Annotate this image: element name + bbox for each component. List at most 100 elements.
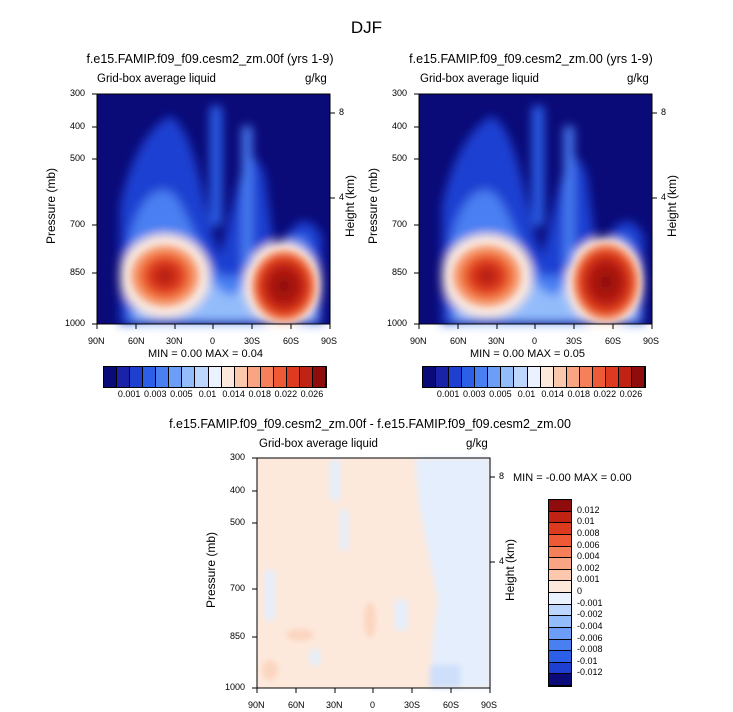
- colorbar-swatch: [527, 367, 541, 387]
- panel1-units: g/kg: [305, 73, 327, 85]
- panel1-ytick: 850: [70, 267, 86, 277]
- panel3-ytick: 400: [230, 485, 246, 495]
- colorbar-swatch: [592, 367, 606, 387]
- colorbar-swatch: [514, 367, 528, 387]
- colorbar-label: 0.005: [489, 389, 512, 399]
- panel3-xtick: 30S: [404, 700, 421, 710]
- colorbar-swatch: [234, 367, 248, 387]
- panel2-ytick: 850: [392, 267, 408, 277]
- panel3-y2label: Height (km): [503, 539, 517, 602]
- colorbar-swatch: [549, 523, 571, 535]
- panel1-plot: [92, 93, 335, 329]
- panel1-ytick: 700: [70, 219, 86, 229]
- panel1-title: f.e15.FAMIP.f09_f09.cesm2_zm.00f (yrs 1-…: [86, 52, 334, 66]
- panel2-xtick: 90S: [643, 336, 660, 346]
- colorbar-swatch: [117, 367, 131, 387]
- colorbar-label: 0.001: [577, 574, 600, 585]
- colorbar-swatch: [549, 534, 571, 547]
- panel3-xtick: 0: [370, 700, 376, 710]
- colorbar-swatch: [208, 367, 222, 387]
- panel3-xtick: 60S: [443, 700, 460, 710]
- panel3-title: f.e15.FAMIP.f09_f09.cesm2_zm.00f - f.e15…: [169, 417, 571, 431]
- panel2-ytick: 400: [392, 121, 408, 131]
- panel2-ytick: 500: [392, 153, 408, 163]
- panel2-ytick: 1000: [387, 318, 408, 328]
- colorbar-swatch: [475, 367, 489, 387]
- panel3-colorbar-labels: 0.012 0.01 0.008 0.006 0.004 0.002 0.001 0 -0.00…: [577, 499, 637, 685]
- colorbar-label: 0.026: [300, 389, 324, 399]
- colorbar-swatch: [549, 662, 571, 675]
- colorbar-swatch: [423, 367, 437, 387]
- panel3-y2tick: 8: [499, 471, 505, 481]
- colorbar-label: 0.01: [198, 389, 217, 399]
- colorbar-swatch: [488, 367, 502, 387]
- colorbar-swatch: [549, 558, 571, 570]
- colorbar-label: -0.012: [577, 667, 603, 678]
- colorbar-swatch: [549, 616, 571, 628]
- panel2-colorbar: [422, 366, 646, 388]
- panel1-xtick: 60S: [283, 336, 300, 346]
- panel3-ytick: 700: [230, 583, 246, 593]
- colorbar-swatch: [182, 367, 196, 387]
- colorbar-swatch: [549, 546, 571, 559]
- panel3-xtick: 90S: [481, 700, 498, 710]
- panel2-y2label: Height (km): [665, 175, 679, 238]
- colorbar-swatch: [313, 367, 327, 387]
- panel2-units: g/kg: [627, 73, 649, 85]
- colorbar-swatch: [221, 367, 235, 387]
- colorbar-label: -0.006: [577, 632, 603, 643]
- colorbar-swatch: [143, 367, 157, 387]
- colorbar-label: -0.004: [577, 620, 603, 631]
- panel1-xtick: 60N: [128, 336, 145, 346]
- colorbar-label: 0.022: [593, 389, 617, 399]
- colorbar-label: -0.01: [577, 655, 598, 666]
- panel1-ytick: 1000: [65, 318, 86, 328]
- panel2-y2tick: 8: [661, 107, 667, 117]
- colorbar-swatch: [260, 367, 274, 387]
- panel2-colorbar-labels: 0.001 0.003 0.005 0.01 0.014 0.018 0.022 0.026: [422, 389, 652, 401]
- panel2-ytick: 700: [392, 219, 408, 229]
- panel3-minmax: MIN = -0.00 MAX = 0.00: [513, 472, 632, 484]
- panel2-plot: [414, 93, 657, 329]
- panel2-xtick: 60N: [450, 336, 467, 346]
- colorbar-swatch: [540, 367, 554, 387]
- colorbar-swatch: [462, 367, 476, 387]
- colorbar-swatch: [501, 367, 515, 387]
- colorbar-label: 0.014: [222, 389, 245, 399]
- panel1-subtitle: Grid-box average liquid: [97, 73, 216, 85]
- colorbar-swatch: [549, 500, 571, 512]
- colorbar-swatch: [104, 367, 118, 387]
- colorbar-swatch: [436, 367, 450, 387]
- colorbar-swatch: [549, 604, 571, 617]
- panel2-xtick: 30N: [488, 336, 505, 346]
- panel1-xtick: 30S: [244, 336, 261, 346]
- colorbar-swatch: [299, 367, 313, 387]
- panel2-xtick: 0: [532, 336, 538, 346]
- panel1-ylabel: Pressure (mb): [44, 168, 58, 245]
- colorbar-swatch: [549, 674, 571, 686]
- panel2-title: f.e15.FAMIP.f09_f09.cesm2_zm.00 (yrs 1-9…: [409, 52, 653, 66]
- panel1-minmax: MIN = 0.00 MAX = 0.04: [148, 348, 263, 360]
- panel1-ytick: 300: [70, 88, 86, 98]
- panel2-xtick: 90N: [410, 336, 427, 346]
- panel1-y2tick: 8: [339, 107, 345, 117]
- colorbar-label: 0.001: [436, 389, 460, 399]
- colorbar-label: 0.005: [170, 389, 193, 399]
- colorbar-swatch: [549, 593, 571, 605]
- colorbar-label: 0.003: [462, 389, 486, 399]
- panel3-plot: [252, 457, 495, 693]
- colorbar-label: 0.004: [577, 551, 600, 562]
- colorbar-swatch: [549, 651, 571, 663]
- panel2-subtitle: Grid-box average liquid: [420, 73, 539, 85]
- colorbar-swatch: [549, 627, 571, 640]
- colorbar-swatch: [579, 367, 593, 387]
- panel1-ytick: 500: [70, 153, 86, 163]
- colorbar-label: 0.006: [577, 539, 600, 550]
- colorbar-label: 0.008: [577, 527, 600, 538]
- colorbar-swatch: [130, 367, 144, 387]
- panel1-xtick: 30N: [166, 336, 183, 346]
- colorbar-swatch: [549, 639, 571, 652]
- colorbar-label: 0.018: [248, 389, 271, 399]
- colorbar-swatch: [549, 581, 571, 593]
- panel2-ylabel: Pressure (mb): [366, 168, 380, 245]
